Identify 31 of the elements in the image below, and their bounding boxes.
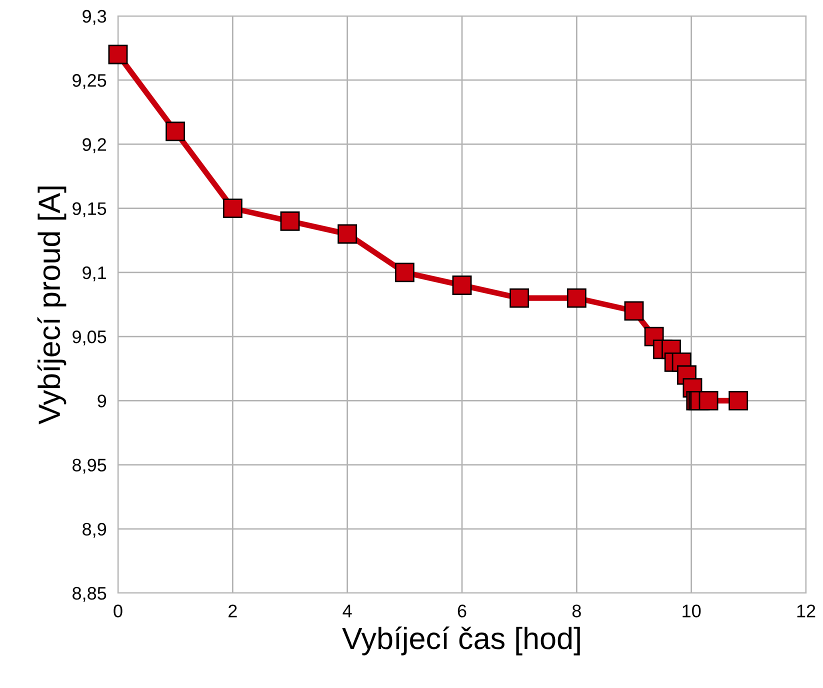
y-tick-label: 9,05 xyxy=(72,330,106,346)
point xyxy=(624,301,644,321)
point xyxy=(394,262,414,282)
point xyxy=(566,288,586,308)
x-tick-label: 6 xyxy=(458,604,466,618)
x-tick-label: 4 xyxy=(342,604,352,618)
y-tick-label: 9 xyxy=(98,394,106,408)
y-tick-label: 9,2 xyxy=(82,138,106,154)
x-axis-title: Vybíjecí čas [hod] xyxy=(342,626,580,656)
y-tick-label: 8,95 xyxy=(72,458,106,474)
point xyxy=(166,122,186,142)
y-tick-label: 8,9 xyxy=(82,522,106,538)
point xyxy=(728,390,748,410)
y-tick-label: 8,85 xyxy=(72,586,106,602)
point xyxy=(280,211,300,231)
y-tick-label: 9,1 xyxy=(82,266,106,282)
point xyxy=(452,276,472,295)
y-axis-title: Vybíjecí proud [A] xyxy=(37,186,66,424)
y-tick-label: 9,15 xyxy=(72,202,106,218)
x-tick-label: 12 xyxy=(797,604,816,618)
point xyxy=(698,390,718,410)
y-tick-label: 9,3 xyxy=(82,10,106,25)
x-tick-label: 8 xyxy=(572,604,581,618)
x-tick-label: 0 xyxy=(114,604,122,618)
point xyxy=(108,44,128,64)
point xyxy=(338,224,358,244)
point xyxy=(222,198,242,218)
x-tick-label: 2 xyxy=(228,604,237,618)
point xyxy=(510,288,530,308)
x-tick-label: 10 xyxy=(682,604,701,618)
y-tick-label: 9,25 xyxy=(72,74,106,89)
